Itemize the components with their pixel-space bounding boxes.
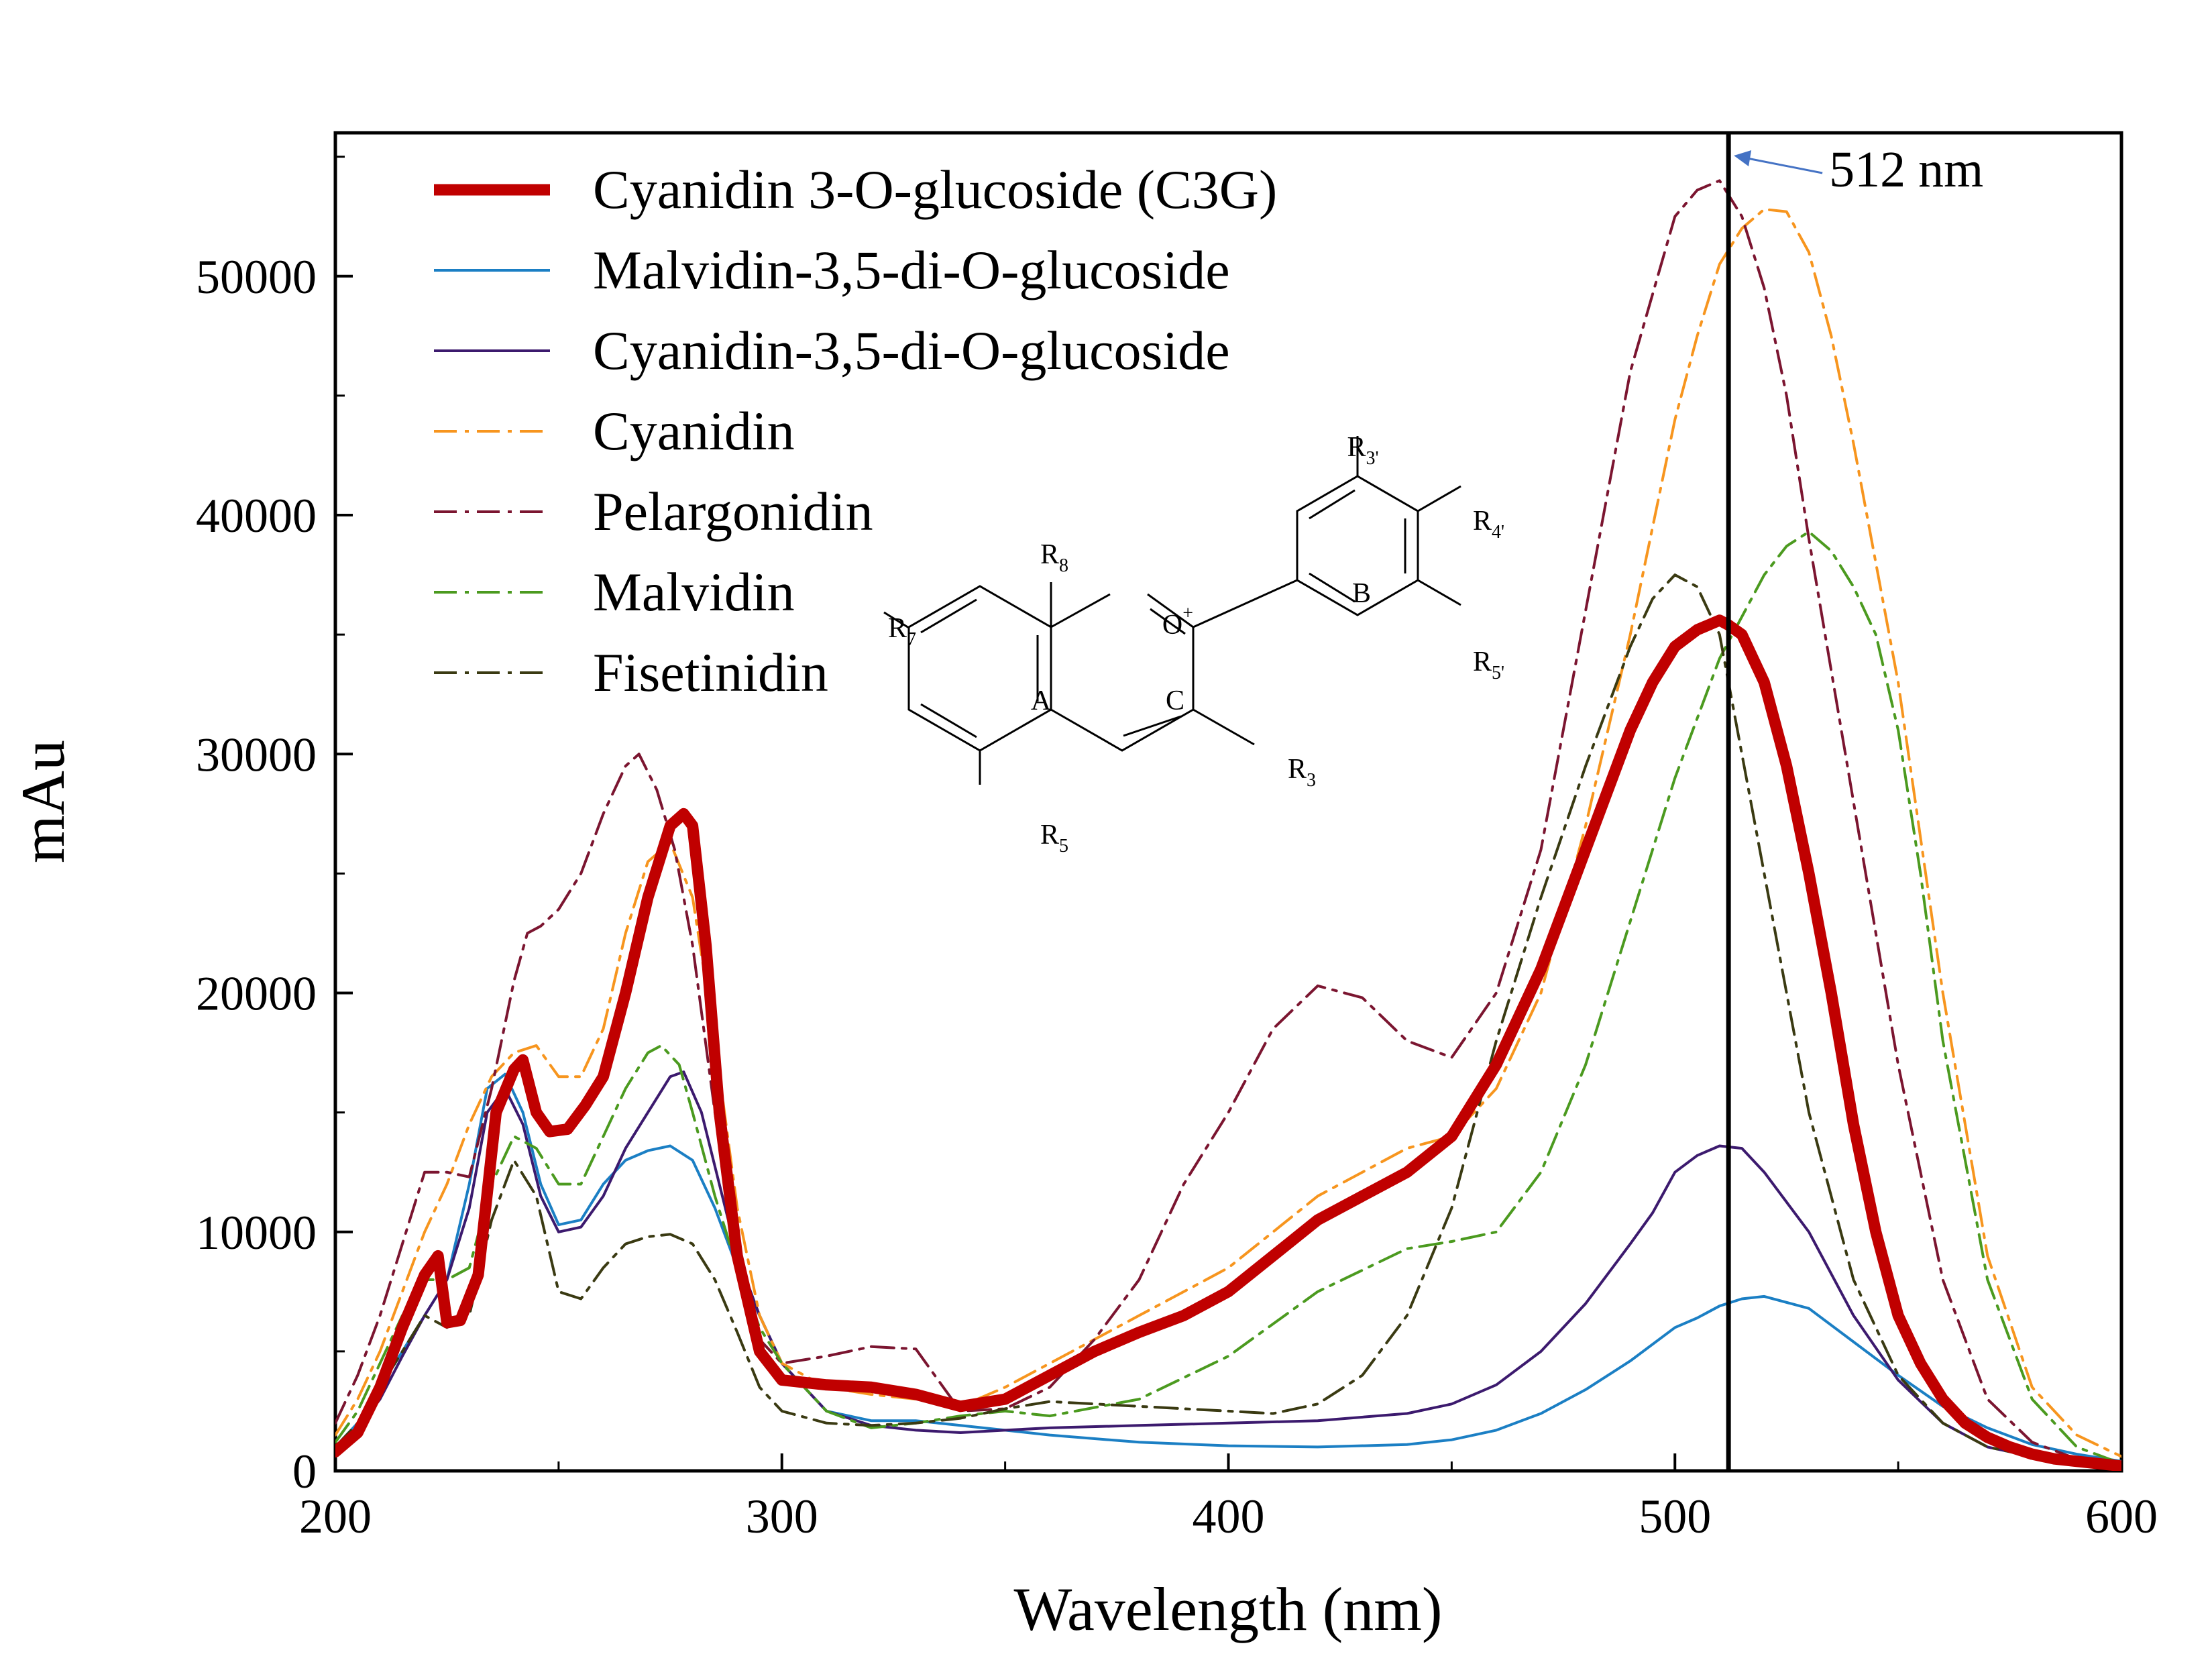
legend-label-cyanidin-3-o-glucoside-c3g: Cyanidin 3-O-glucoside (C3G) (593, 159, 1277, 220)
x-tick-label-200: 200 (299, 1490, 372, 1543)
series-line-fisetinidin (335, 573, 2121, 1468)
legend-label-pelargonidin: Pelargonidin (593, 481, 873, 542)
x-axis: 200 300 400 500 600 (299, 1453, 2158, 1543)
series-line-cyanidin-3-o-glucoside-c3g (335, 614, 2121, 1471)
legend: Cyanidin 3-O-glucoside (C3G) Malvidin-3,5… (434, 159, 1277, 703)
substituent-r5-prime: R5' (1473, 647, 1504, 683)
ring-label-c: C (1166, 685, 1184, 716)
y-tick-label-50000: 50000 (196, 250, 317, 304)
legend-label-malvidin: Malvidin (593, 561, 795, 622)
series-line-malvidin (335, 530, 2121, 1465)
y-tick-label-20000: 20000 (196, 967, 317, 1021)
substituent-r7: R7 (888, 613, 916, 650)
substituent-r3: R3 (1288, 754, 1316, 791)
ring-a (907, 585, 1052, 752)
series-line-cyanidin (335, 208, 2121, 1458)
ring-label-b: B (1352, 578, 1371, 609)
substituent-bonds (883, 436, 1461, 785)
series-line-cyanidin-3-5-di-o-glucoside (335, 1070, 2121, 1468)
c2-b-bond (1193, 579, 1298, 628)
minor-ticks (335, 156, 1899, 1471)
substituent-r3-prime: R3' (1347, 432, 1378, 469)
ring-label-a: A (1031, 685, 1052, 716)
substituent-r5: R5 (1040, 820, 1068, 856)
wavelength-marker-arrow (1734, 150, 1823, 174)
y-tick-label-0: 0 (292, 1445, 317, 1498)
y-axis: 0 10000 20000 30000 40000 50000 (196, 250, 353, 1498)
substituent-r4-prime: R4' (1473, 506, 1504, 543)
legend-label-cyanidin: Cyanidin (593, 400, 795, 461)
y-tick-label-30000: 30000 (196, 728, 317, 781)
legend-label-malvidin-3-5-di-o-glucoside: Malvidin-3,5-di-O-glucoside (593, 239, 1230, 300)
y-tick-label-10000: 10000 (196, 1206, 317, 1260)
y-axis-title: mAu (9, 740, 77, 863)
x-tick-label-600: 600 (2085, 1490, 2158, 1543)
anthocyanidin-structure-inset: A C B O+ R8 R7 R5 R3 R3' R4' R5' (883, 432, 1504, 856)
x-tick-label-500: 500 (1639, 1490, 1711, 1543)
legend-label-cyanidin-3-5-di-o-glucoside: Cyanidin-3,5-di-O-glucoside (593, 320, 1230, 381)
x-tick-label-300: 300 (746, 1490, 818, 1543)
substituent-r8: R8 (1040, 539, 1068, 576)
wavelength-marker-label: 512 nm (1829, 142, 1983, 198)
legend-label-fisetinidin: Fisetinidin (593, 642, 828, 703)
series-line-pelargonidin (335, 179, 2121, 1465)
series-lines (335, 179, 2121, 1471)
oxonium-label: O+ (1162, 603, 1193, 641)
x-axis-title: Wavelength (nm) (1014, 1575, 1443, 1643)
y-tick-label-40000: 40000 (196, 489, 317, 543)
x-tick-label-400: 400 (1193, 1490, 1265, 1543)
